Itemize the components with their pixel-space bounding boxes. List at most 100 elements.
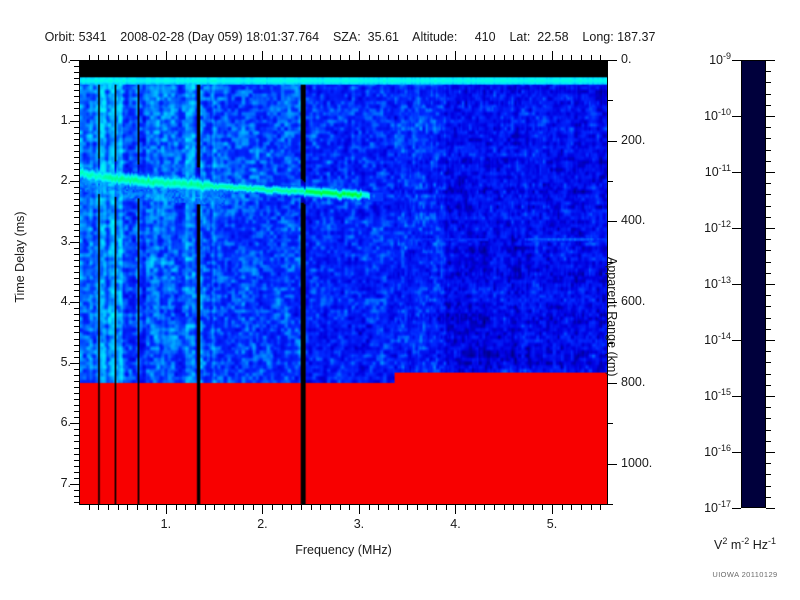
y-axis-minor-tick [74, 344, 79, 346]
x-axis-minor-tick-top [426, 55, 428, 60]
y-axis-minor-tick [74, 350, 79, 352]
x-axis-major-tick-top [358, 51, 360, 60]
x-axis-minor-tick [397, 505, 399, 510]
x-axis-minor-tick-top [523, 55, 525, 60]
x-axis-minor-tick [108, 505, 109, 510]
x-axis-minor-tick-top [214, 55, 216, 60]
colorbar-major-tick [766, 452, 775, 453]
y2-axis-major-tick [608, 382, 617, 384]
y-axis-minor-tick [74, 320, 79, 322]
x-axis-minor-tick [387, 505, 389, 510]
y2-axis-minor-tick [608, 504, 613, 505]
y2-axis-minor-tick [608, 342, 613, 344]
x-axis-minor-tick-top [185, 55, 187, 60]
x-axis-major-tick-top [262, 51, 264, 60]
y2-axis-major-tick [608, 302, 617, 304]
x-axis-minor-tick [561, 505, 563, 510]
y-axis-minor-tick [74, 495, 79, 497]
y-axis-tick-label: 7. [60, 475, 71, 490]
colorbar-major-tick [766, 116, 775, 117]
colorbar-minor-tick [766, 496, 771, 498]
x-axis-major-tick-top [552, 51, 553, 60]
credit-label: UIOWA 20110129 [712, 570, 778, 579]
x-axis-minor-tick [349, 505, 351, 510]
y-axis-tick-label: 0. [60, 52, 71, 66]
y2-axis-tick-label: 800. [621, 374, 646, 389]
y-axis-minor-tick [74, 175, 79, 176]
x-axis-minor-tick [600, 505, 602, 510]
x-axis-minor-tick-top [571, 55, 573, 60]
spectrogram-image [80, 61, 607, 504]
y-axis-minor-tick [74, 308, 79, 310]
y-axis-minor-tick [74, 284, 79, 285]
y-axis-minor-tick [74, 96, 79, 98]
x-axis-major-tick [262, 505, 264, 514]
colorbar-major-tick-left [732, 60, 741, 61]
y-axis-minor-tick [74, 108, 79, 110]
x-axis-minor-tick-top [436, 55, 438, 60]
y-axis-minor-tick [74, 435, 79, 437]
x-axis-minor-tick [474, 505, 476, 510]
colorbar-major-tick-left [732, 284, 741, 285]
x-axis-minor-tick [301, 505, 302, 510]
y-axis-minor-tick [74, 399, 79, 400]
y-axis-tick-label: 5. [60, 354, 71, 369]
x-axis-minor-tick [88, 505, 90, 510]
x-axis-major-tick [358, 505, 360, 514]
y-axis-minor-tick [74, 477, 79, 479]
y-axis-minor-tick [74, 150, 79, 152]
colorbar-minor-tick [766, 160, 771, 162]
colorbar-major-tick-left [732, 340, 741, 341]
y-axis-minor-tick [74, 84, 79, 86]
colorbar-minor-tick [766, 93, 771, 95]
y-axis-minor-tick [74, 156, 79, 158]
spectrogram-plot-area[interactable] [79, 60, 608, 505]
x-axis-minor-tick [272, 505, 274, 510]
y-axis-minor-tick [74, 199, 79, 201]
x-axis-minor-tick-top [204, 55, 206, 60]
colorbar-gradient [742, 61, 765, 507]
colorbar-tick-label: 10-16 [704, 443, 731, 460]
y-axis-minor-tick [74, 205, 79, 207]
colorbar-minor-tick [766, 82, 771, 84]
y-axis-major-tick [70, 241, 79, 243]
x-axis-minor-tick [503, 505, 505, 510]
x-axis-minor-tick-top [330, 55, 331, 60]
y-axis-major-tick [70, 181, 79, 183]
x-axis-minor-tick [243, 505, 245, 510]
y-axis-minor-tick [74, 405, 79, 407]
x-axis-minor-tick [484, 505, 486, 510]
colorbar-tick-label: 10-10 [704, 107, 731, 124]
x-axis-minor-tick-top [320, 55, 322, 60]
y2-axis-tick-label: 400. [621, 213, 646, 228]
y-axis-minor-tick [74, 393, 79, 394]
y2-axis-minor-tick [608, 181, 613, 183]
x-axis-minor-tick-top [117, 55, 119, 60]
x-axis-minor-tick [571, 505, 573, 510]
y-axis-minor-tick [74, 411, 79, 413]
colorbar-minor-tick [766, 104, 771, 106]
x-axis-minor-tick-top [310, 55, 312, 60]
y-axis-minor-tick [74, 338, 79, 340]
x-axis-minor-tick [223, 505, 225, 510]
colorbar-major-tick [766, 60, 775, 61]
colorbar-major-tick [766, 228, 775, 229]
x-axis-minor-tick [194, 505, 196, 510]
x-axis-minor-tick-top [542, 55, 544, 60]
y-axis-minor-tick [74, 332, 79, 334]
y2-axis-tick-label: 200. [621, 132, 646, 147]
colorbar-major-tick [766, 396, 775, 397]
colorbar-minor-tick [766, 272, 771, 274]
x-axis-tick-label: 1. [160, 517, 172, 531]
x-axis-minor-tick-top [407, 55, 409, 60]
y-axis-major-tick [70, 483, 79, 485]
x-axis-minor-tick [523, 505, 525, 510]
x-axis-minor-tick-top [561, 55, 563, 60]
x-axis-minor-tick [581, 505, 582, 510]
x-axis-minor-tick-top [532, 55, 534, 60]
y-axis-major-tick [70, 120, 79, 122]
x-axis-minor-tick-top [194, 55, 196, 60]
colorbar-minor-tick [766, 194, 771, 196]
y-axis-minor-tick [74, 102, 79, 104]
